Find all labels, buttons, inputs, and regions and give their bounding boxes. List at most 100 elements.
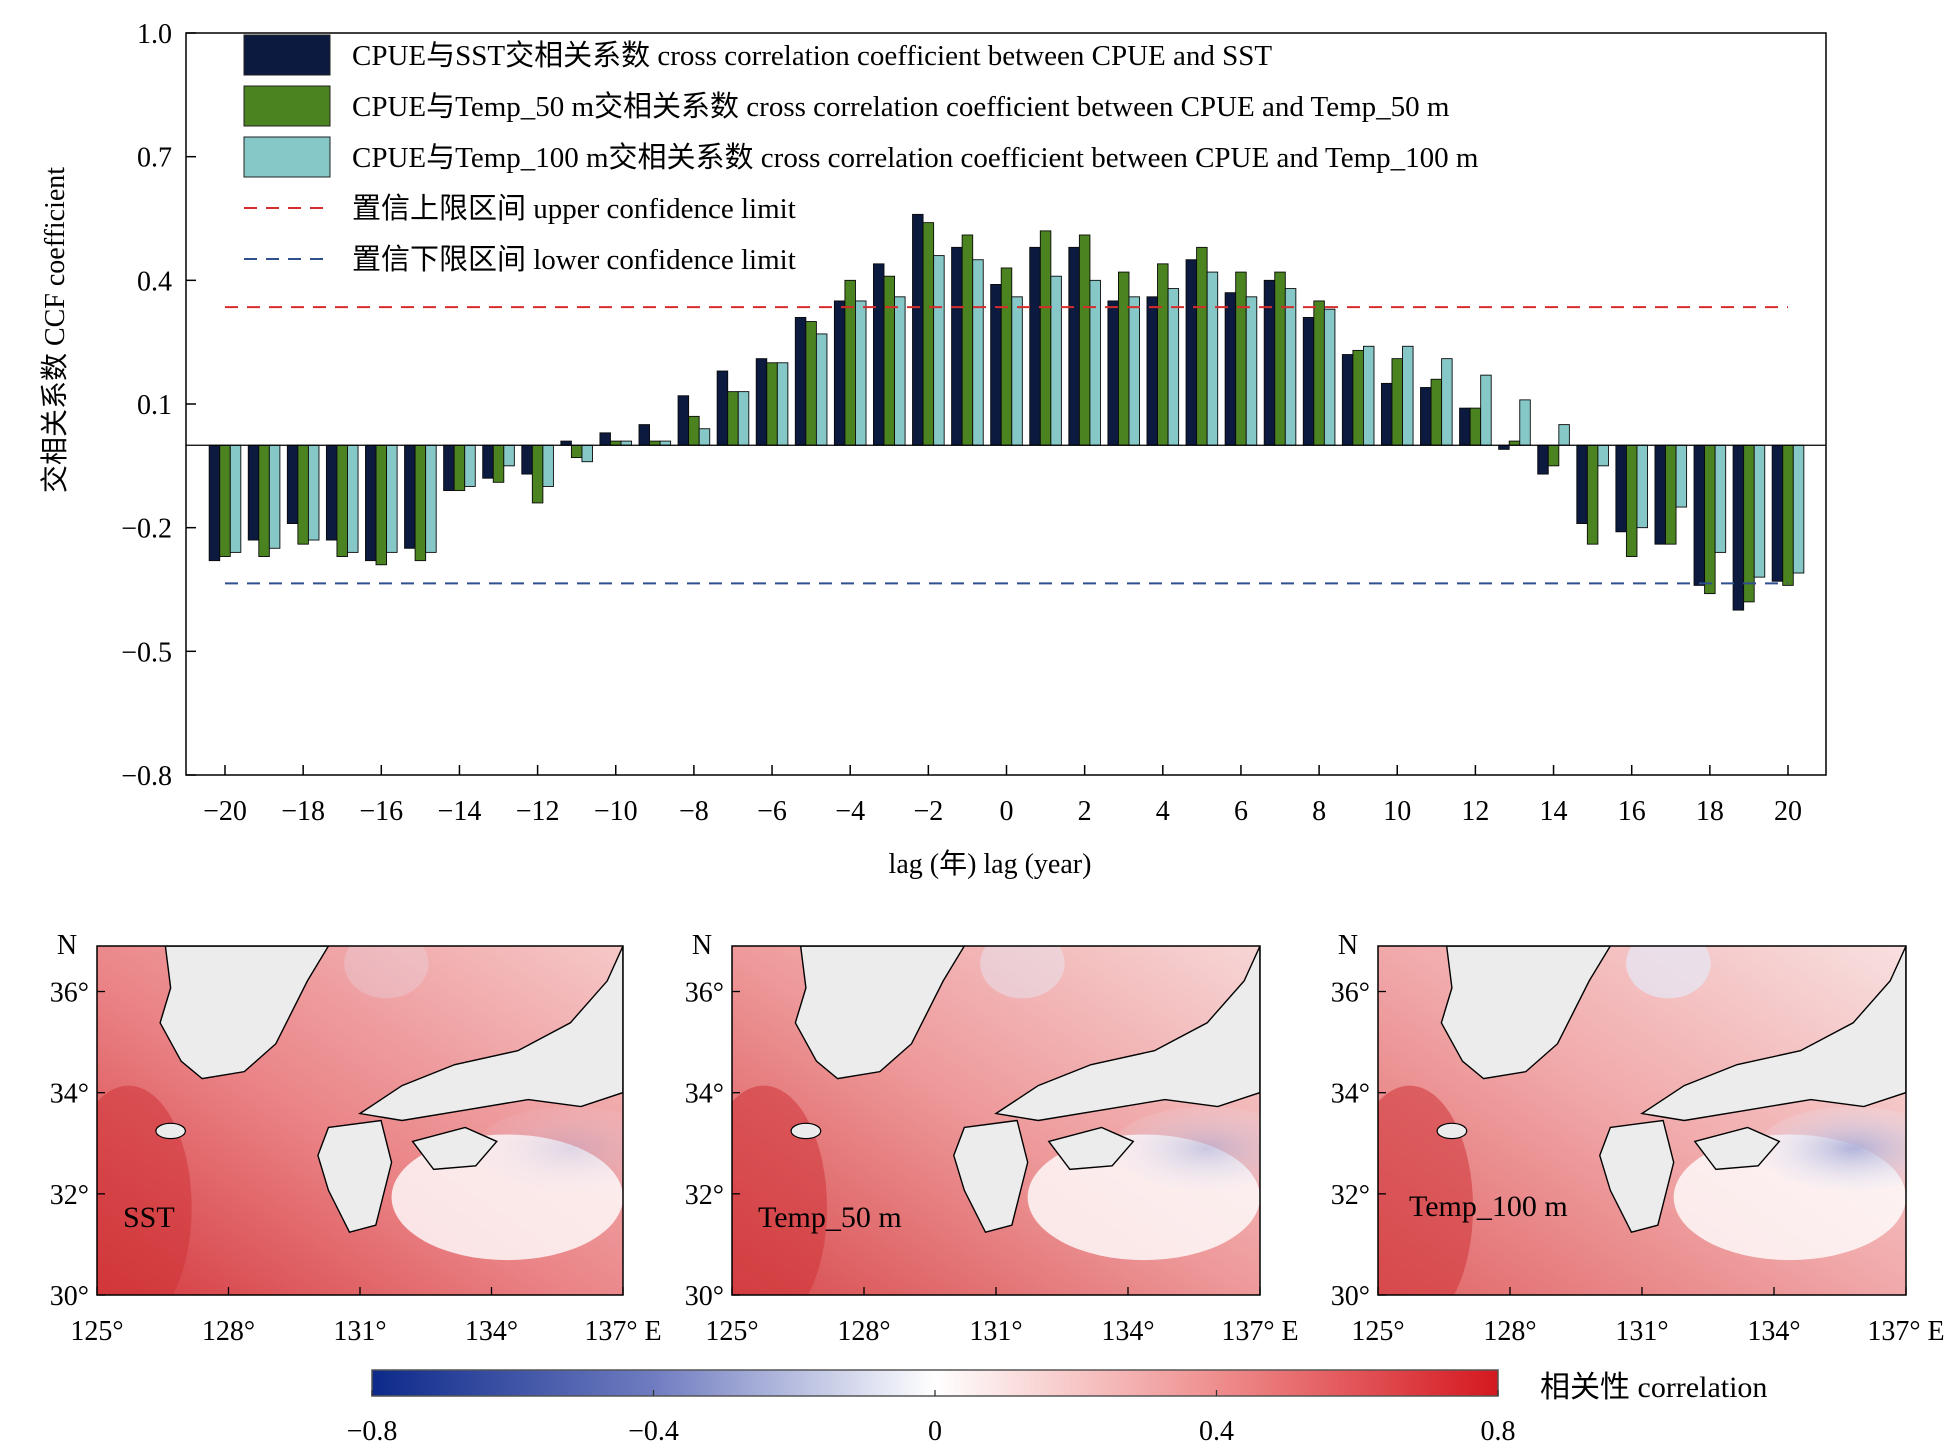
map-content <box>732 946 1260 1295</box>
bar <box>347 444 359 553</box>
lat-tick-label: 30° <box>50 1281 89 1312</box>
bar <box>677 395 690 446</box>
land-korea <box>1440 946 1612 1080</box>
bar <box>1714 444 1727 553</box>
x-tick-label: −6 <box>757 796 787 827</box>
bar <box>1039 230 1052 446</box>
bar <box>1586 444 1599 545</box>
cool-patch <box>475 1106 623 1191</box>
series-2 <box>219 222 1794 603</box>
x-tick-label: 14 <box>1540 796 1568 827</box>
bar <box>961 234 974 446</box>
lon-tick-label: 137° E <box>1867 1316 1944 1347</box>
bar <box>1782 444 1794 586</box>
bar <box>1011 296 1023 446</box>
bar <box>1704 444 1716 595</box>
land-jeju <box>1436 1122 1468 1140</box>
legend-label: 置信下限区间 lower confidence limit <box>352 243 796 276</box>
bar <box>1675 444 1688 508</box>
bar <box>482 444 494 479</box>
land-shikoku <box>411 1126 498 1171</box>
bar <box>365 444 377 562</box>
bar <box>1029 246 1041 446</box>
lon-tick-label: 128° <box>1483 1316 1536 1347</box>
bar <box>503 444 515 467</box>
bar <box>855 300 867 446</box>
x-tick-label: −12 <box>516 796 560 827</box>
bar <box>1050 275 1062 446</box>
lon-tick-label: 134° <box>1747 1316 1800 1347</box>
land-kyushu <box>317 1119 393 1234</box>
lat-axis-label: N <box>1338 930 1358 961</box>
bar <box>805 321 817 446</box>
y-tick-label: −0.2 <box>121 514 172 545</box>
lat-tick-label: 36° <box>1331 978 1370 1009</box>
bar <box>972 259 984 446</box>
x-tick-label: −4 <box>835 796 865 827</box>
y-tick-label: 0.7 <box>137 143 172 174</box>
x-tick-label: 20 <box>1774 796 1802 827</box>
lat-tick-label: 36° <box>50 978 89 1009</box>
bar <box>443 444 455 492</box>
colorbar-tick-label: 0.8 <box>1481 1416 1516 1447</box>
bar <box>219 444 231 557</box>
bar <box>404 444 416 549</box>
y-axis-label: 交相关系数 CCF coefficient <box>39 167 71 493</box>
lat-tick-label: 32° <box>1331 1180 1370 1211</box>
y-axis: 1.0 0.7 0.4 0.1 −0.2 −0.5 −0.8 <box>121 19 196 792</box>
land-honshu <box>994 946 1260 1122</box>
cool-patch-north <box>1626 946 1711 999</box>
land-kyushu <box>1599 1119 1675 1234</box>
bar <box>599 432 611 446</box>
land-jeju <box>155 1122 186 1140</box>
bar <box>1302 316 1315 446</box>
bar <box>531 444 544 504</box>
bar <box>1380 382 1393 446</box>
lon-tick-label: 131° <box>333 1316 386 1347</box>
cross-correlation-bar-chart: 1.00.70.40.1−0.2−0.5−0.8 −20 −18 −16 −14 −12… <box>39 19 1827 880</box>
legend-label: 置信上限区间 upper confidence limit <box>352 192 796 225</box>
bar <box>542 444 554 487</box>
bar <box>1206 271 1219 446</box>
bar <box>649 440 661 446</box>
bar <box>727 391 739 446</box>
x-tick-label: 10 <box>1383 796 1411 827</box>
lon-tick-label: 125° <box>70 1316 123 1347</box>
bar <box>815 333 828 446</box>
panel-label: SST <box>123 1201 175 1234</box>
bar <box>1547 444 1560 467</box>
cool-patch <box>1112 1106 1260 1191</box>
bar <box>912 213 924 446</box>
legend: CPUE与SST交相关系数 cross correlation coeffici… <box>243 34 1479 276</box>
land-korea <box>159 946 330 1080</box>
bar <box>933 255 945 446</box>
bar <box>336 444 348 557</box>
bar <box>453 444 466 492</box>
x-tick-label: −14 <box>438 796 482 827</box>
bar <box>464 444 476 487</box>
x-tick-label: 12 <box>1461 796 1489 827</box>
bar <box>1498 444 1510 450</box>
bar <box>610 440 622 446</box>
bar <box>1352 349 1364 446</box>
land-kyushu <box>953 1119 1029 1234</box>
bar <box>1078 234 1091 446</box>
y-tick-label: 0.4 <box>137 266 172 297</box>
colorbar-tick-label: 0 <box>928 1416 942 1447</box>
bar <box>560 440 572 446</box>
bar <box>375 444 388 566</box>
bar <box>1146 296 1158 446</box>
colorbar-tick-label: −0.8 <box>347 1416 398 1447</box>
bar <box>492 444 505 483</box>
bar <box>1459 407 1471 446</box>
bar <box>1000 267 1013 446</box>
bar <box>570 444 583 459</box>
bar <box>1537 444 1549 475</box>
bar <box>1274 271 1286 446</box>
bar <box>1402 345 1414 446</box>
x-tick-label: 8 <box>1312 796 1326 827</box>
panel-label: Temp_50 m <box>758 1201 902 1234</box>
bar <box>1235 271 1247 446</box>
